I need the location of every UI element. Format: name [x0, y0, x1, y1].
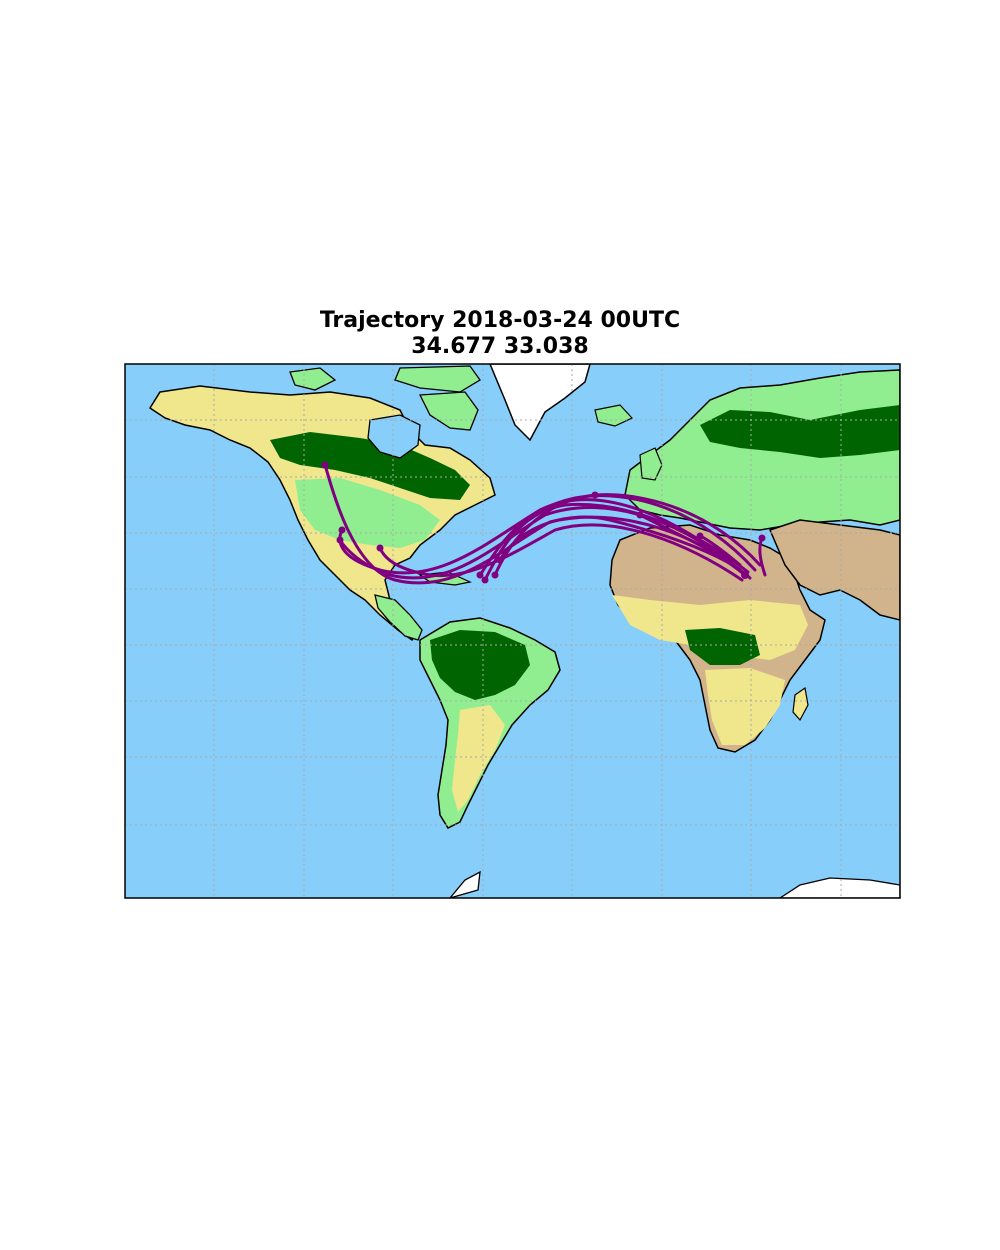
madagascar-island [792, 686, 809, 722]
map-frame [124, 363, 901, 899]
boreal-forest [270, 432, 470, 500]
greenland-landmass [489, 364, 591, 442]
southern-africa-shrubland [705, 668, 785, 745]
arabia-landmass [768, 519, 900, 621]
trajectory-points [321, 461, 766, 584]
trajectory-line [638, 513, 747, 577]
graticule [125, 364, 900, 898]
shrubland-region [452, 705, 505, 812]
trajectory-line [483, 502, 750, 582]
trajectory-point [696, 532, 704, 540]
trajectory-point [476, 571, 484, 579]
trajectory-point [636, 511, 644, 519]
sahel-shrubland [612, 595, 808, 660]
antarctica-landmass [778, 877, 900, 898]
grassland-region [295, 478, 440, 548]
scandinavia-forest [700, 405, 900, 458]
amazon-forest [430, 630, 530, 700]
trajectory-point [336, 536, 344, 544]
trajectory-line [498, 515, 740, 570]
trajectory-line [378, 523, 744, 582]
trajectory-point [491, 571, 499, 579]
antarctic-peninsula [449, 870, 481, 898]
congo-forest [685, 628, 760, 665]
trajectory-point [741, 571, 749, 579]
baffin-island [418, 391, 479, 431]
trajectory-point [591, 491, 599, 499]
trajectory-line [323, 463, 752, 585]
trajectory-point [321, 461, 329, 469]
map-title: Trajectory 2018-03-24 00UTC [319, 308, 681, 333]
map-subtitle: 34.677 33.038 [411, 334, 589, 359]
trajectory-point [758, 534, 766, 542]
trajectory-line [338, 498, 742, 575]
central-america-landmass [374, 594, 423, 641]
trajectory-point [496, 556, 504, 564]
hudson-bay [367, 414, 421, 459]
land-layer [148, 364, 900, 898]
trajectory-point [481, 576, 489, 584]
trajectory-point [376, 544, 384, 552]
trajectory-point [338, 526, 346, 534]
arctic-island [289, 367, 337, 391]
trajectory-layer [323, 463, 767, 585]
iceland-island [594, 404, 633, 427]
uk-island [639, 447, 663, 481]
